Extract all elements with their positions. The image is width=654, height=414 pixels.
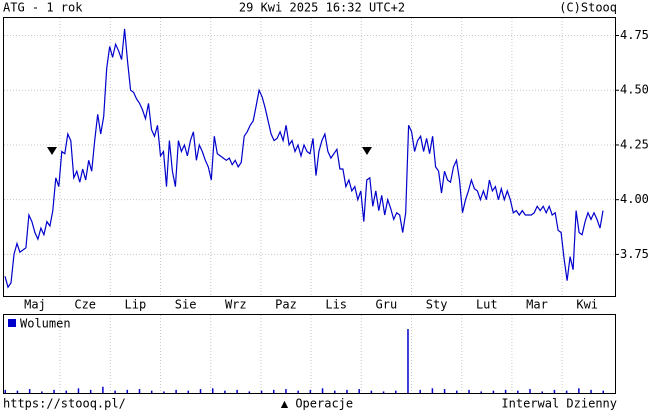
volume-bar xyxy=(456,390,458,393)
volume-bar xyxy=(163,391,165,393)
volume-bar xyxy=(529,389,531,393)
volume-bar xyxy=(114,390,116,393)
volume-bar xyxy=(285,389,287,393)
volume-bar xyxy=(28,389,31,393)
volume-bar xyxy=(517,390,519,393)
volume-bar xyxy=(443,389,446,393)
volume-bar xyxy=(211,388,214,393)
x-tick-label: Lut xyxy=(476,298,498,312)
x-tick-label: Maj xyxy=(24,298,46,312)
price-frame xyxy=(3,17,616,297)
volume-bar xyxy=(321,388,324,393)
x-tick-label: Sie xyxy=(175,298,197,312)
legend-label: Wolumen xyxy=(20,317,71,331)
x-tick-label: Lip xyxy=(125,298,147,312)
volume-bar xyxy=(4,389,6,393)
volume-bar xyxy=(382,391,385,393)
volume-bar xyxy=(541,391,543,393)
chart-title: ATG - 1 rok xyxy=(3,1,83,15)
volume-bar xyxy=(334,390,336,393)
volume-bar xyxy=(224,390,226,393)
y-tick-label: 3.75 xyxy=(620,247,649,261)
volume-bar xyxy=(16,390,19,393)
volume-bar xyxy=(309,389,312,393)
operation-marker xyxy=(47,147,57,155)
x-tick-label: Sty xyxy=(426,298,448,312)
volume-bar xyxy=(175,389,177,393)
chart-date: 29 Kwi 2025 16:32 UTC+2 xyxy=(239,1,405,15)
volume-bar xyxy=(419,389,421,393)
volume-bar xyxy=(480,391,482,393)
x-tick-label: Kwi xyxy=(576,298,598,312)
y-tick-label: 4.00 xyxy=(620,192,649,206)
y-tick-label: 4.75 xyxy=(620,28,649,42)
x-tick-label: Lis xyxy=(325,298,347,312)
volume-bar xyxy=(468,389,470,393)
volume-bar xyxy=(346,389,348,393)
copyright: (C)Stooq xyxy=(559,1,617,15)
volume-bar xyxy=(65,390,68,393)
volume-bar xyxy=(187,390,190,393)
y-tick-label: 4.50 xyxy=(620,83,649,97)
volume-frame xyxy=(3,314,616,394)
volume-bar xyxy=(370,390,373,393)
x-tick-label: Gru xyxy=(376,298,398,312)
volume-bar xyxy=(492,390,495,393)
volume-bar xyxy=(358,389,360,393)
volume-bar xyxy=(431,388,434,393)
volume-bar xyxy=(138,389,141,393)
volume-bar xyxy=(126,389,129,393)
price-line xyxy=(4,28,604,289)
volume-bar xyxy=(395,390,397,393)
volume-bar xyxy=(248,391,251,393)
x-tick-label: Cze xyxy=(74,298,96,312)
volume-bar xyxy=(89,389,92,393)
volume-bar xyxy=(407,329,409,393)
volume-bar xyxy=(102,386,104,393)
volume-bar xyxy=(41,391,43,393)
legend-swatch xyxy=(8,319,16,327)
x-tick-label: Paz xyxy=(275,298,297,312)
volume-bar xyxy=(150,390,153,393)
volume-bar xyxy=(199,389,202,393)
volume-bar xyxy=(565,390,568,393)
volume-bar xyxy=(297,390,299,393)
volume-bar xyxy=(504,389,507,393)
x-tick-label: Wrz xyxy=(225,298,247,312)
site-url[interactable]: https://stooq.pl/ xyxy=(3,397,126,411)
volume-bar xyxy=(77,388,80,393)
operations-legend: ▲ Operacje xyxy=(281,397,353,411)
volume-bar xyxy=(272,389,275,393)
volume-bar xyxy=(53,389,55,393)
volume-bar xyxy=(578,388,580,393)
volume-bar xyxy=(260,390,263,393)
interval-label: Interwal Dzienny xyxy=(501,397,617,411)
operation-marker xyxy=(362,147,372,155)
volume-bar xyxy=(553,389,556,393)
y-tick-label: 4.25 xyxy=(620,137,649,151)
volume-bar xyxy=(236,389,238,393)
x-tick-label: Mar xyxy=(526,298,548,312)
volume-bar xyxy=(602,390,604,393)
volume-bar xyxy=(590,389,592,393)
